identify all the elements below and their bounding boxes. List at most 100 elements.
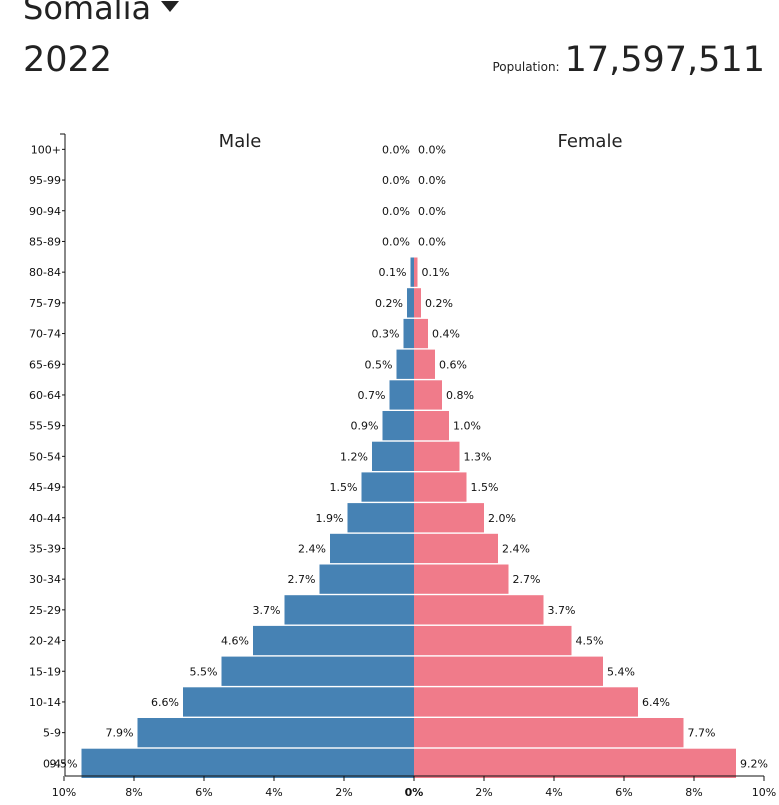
x-tick-label: 10%: [752, 786, 776, 799]
male-value-label: 7.9%: [106, 727, 134, 740]
female-value-label: 9.2%: [740, 757, 768, 770]
male-bar-50-54: [372, 441, 414, 471]
x-tick-label: 6%: [195, 786, 212, 799]
female-value-label: 3.7%: [548, 604, 576, 617]
y-tick-label: 0-4: [43, 757, 61, 770]
male-value-label: 5.5%: [190, 665, 218, 678]
y-tick-label: 35-39: [29, 542, 61, 555]
female-value-label: 7.7%: [688, 727, 716, 740]
y-tick-label: 65-69: [29, 358, 61, 371]
x-tick-label: 6%: [615, 786, 632, 799]
x-tick-label: 4%: [545, 786, 562, 799]
female-value-label: 0.6%: [439, 358, 467, 371]
male-value-label: 0.7%: [358, 389, 386, 402]
male-bar-55-59: [382, 411, 414, 441]
female-bar-10-14: [414, 687, 638, 717]
male-bar-20-24: [253, 625, 414, 656]
female-bar-60-64: [414, 380, 442, 410]
male-bar-30-34: [319, 564, 414, 594]
male-bar-15-19: [221, 656, 414, 686]
female-value-label: 1.0%: [453, 420, 481, 433]
male-value-label: 2.4%: [298, 542, 326, 555]
female-value-label: 2.4%: [502, 542, 530, 555]
male-value-label: 0.0%: [382, 235, 410, 248]
male-value-label: 0.9%: [351, 420, 379, 433]
male-bar-40-44: [347, 503, 414, 533]
male-bar-10-14: [183, 687, 414, 717]
female-bar-15-19: [414, 656, 603, 686]
population-value: 17,597,511: [564, 40, 765, 80]
female-bar-80-84: [414, 257, 418, 287]
male-value-label: 6.6%: [151, 696, 179, 709]
female-value-label: 6.4%: [642, 696, 670, 709]
x-tick-label: 2%: [335, 786, 352, 799]
female-value-label: 0.2%: [425, 297, 453, 310]
male-value-label: 1.9%: [316, 512, 344, 525]
x-tick-label: 0%: [405, 786, 424, 799]
female-value-label: 0.1%: [422, 266, 450, 279]
population-label: Population:: [492, 60, 560, 74]
male-value-label: 0.2%: [375, 297, 403, 310]
male-value-label: 0.0%: [382, 205, 410, 218]
y-tick-label: 50-54: [29, 450, 61, 463]
female-value-label: 0.8%: [446, 389, 474, 402]
female-heading: Female: [557, 131, 622, 152]
population-display: Population: 17,597,511: [493, 38, 766, 82]
y-tick-label: 80-84: [29, 266, 61, 279]
y-tick-label: 70-74: [29, 328, 61, 341]
female-value-label: 0.0%: [418, 235, 446, 248]
country-selector[interactable]: Somalia: [23, 0, 180, 28]
female-bar-5-9: [414, 718, 684, 748]
male-bar-60-64: [389, 380, 414, 410]
y-tick-label: 95-99: [29, 174, 61, 187]
y-tick-label: 90-94: [29, 205, 61, 218]
female-bar-25-29: [414, 595, 544, 625]
male-value-label: 2.7%: [288, 573, 316, 586]
female-bar-65-69: [414, 349, 435, 379]
y-tick-label: 20-24: [29, 635, 61, 648]
country-name: Somalia: [23, 0, 152, 27]
female-value-label: 0.0%: [418, 174, 446, 187]
male-value-label: 0.0%: [382, 174, 410, 187]
y-tick-label: 55-59: [29, 420, 61, 433]
female-bar-75-79: [414, 288, 421, 318]
female-value-label: 5.4%: [607, 665, 635, 678]
female-bar-35-39: [414, 533, 498, 564]
y-tick-label: 10-14: [29, 696, 61, 709]
male-bar-75-79: [407, 288, 414, 318]
male-value-label: 0.1%: [379, 266, 407, 279]
male-bar-65-69: [396, 349, 414, 379]
female-bar-70-74: [414, 318, 428, 349]
male-bar-45-49: [361, 472, 414, 502]
male-heading: Male: [219, 131, 262, 152]
female-bar-55-59: [414, 411, 449, 441]
male-bar-80-84: [410, 257, 414, 287]
male-value-label: 3.7%: [253, 604, 281, 617]
female-value-label: 2.7%: [513, 573, 541, 586]
male-bar-25-29: [284, 595, 414, 625]
y-tick-label: 45-49: [29, 481, 61, 494]
female-bar-40-44: [414, 503, 484, 533]
male-bar-35-39: [330, 533, 414, 564]
y-tick-label: 30-34: [29, 573, 61, 586]
x-tick-label: 4%: [265, 786, 282, 799]
female-bar-30-34: [414, 564, 509, 594]
y-tick-label: 25-29: [29, 604, 61, 617]
female-value-label: 0.0%: [418, 143, 446, 156]
y-tick-label: 100+: [31, 143, 61, 156]
y-tick-label: 40-44: [29, 512, 61, 525]
year-label: 2022: [23, 40, 113, 80]
male-value-label: 0.5%: [365, 358, 393, 371]
female-bar-45-49: [414, 472, 467, 502]
female-value-label: 1.5%: [471, 481, 499, 494]
male-bar-70-74: [403, 318, 414, 349]
male-value-label: 4.6%: [221, 635, 249, 648]
y-tick-label: 60-64: [29, 389, 61, 402]
caret-down-icon[interactable]: [161, 0, 180, 12]
female-bar-20-24: [414, 625, 572, 656]
male-value-label: 1.2%: [340, 450, 368, 463]
female-bar-0-4: [414, 748, 736, 778]
y-tick-label: 85-89: [29, 235, 61, 248]
y-tick-label: 15-19: [29, 665, 61, 678]
male-value-label: 0.3%: [372, 328, 400, 341]
